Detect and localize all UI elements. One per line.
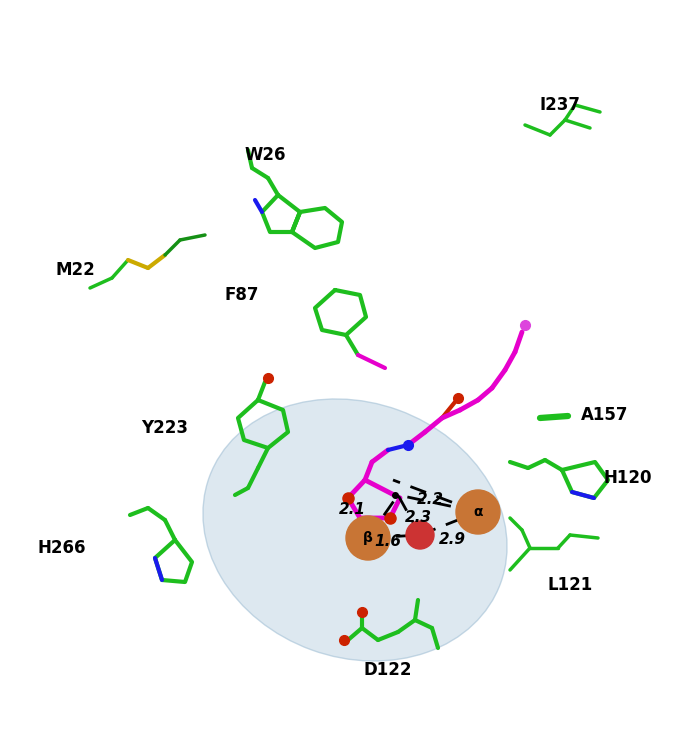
Text: H266: H266 <box>38 539 86 557</box>
Circle shape <box>406 521 434 549</box>
Text: Y223: Y223 <box>142 419 188 437</box>
Text: 2.1: 2.1 <box>338 502 366 518</box>
Ellipse shape <box>203 399 507 661</box>
Circle shape <box>346 516 390 560</box>
Text: β: β <box>363 531 373 545</box>
Text: D122: D122 <box>364 661 412 679</box>
Text: H120: H120 <box>603 469 652 487</box>
Text: α: α <box>473 505 483 519</box>
Circle shape <box>456 490 500 534</box>
Text: F87: F87 <box>225 286 259 304</box>
Text: L121: L121 <box>547 576 593 594</box>
Text: M22: M22 <box>55 261 95 279</box>
Text: 1.6: 1.6 <box>375 534 401 550</box>
Text: I237: I237 <box>540 96 580 114</box>
Text: 2.9: 2.9 <box>438 533 466 548</box>
Text: 2.2: 2.2 <box>416 493 443 507</box>
Text: W26: W26 <box>245 146 286 164</box>
Text: 2.3: 2.3 <box>405 510 432 525</box>
Text: A157: A157 <box>582 406 629 424</box>
